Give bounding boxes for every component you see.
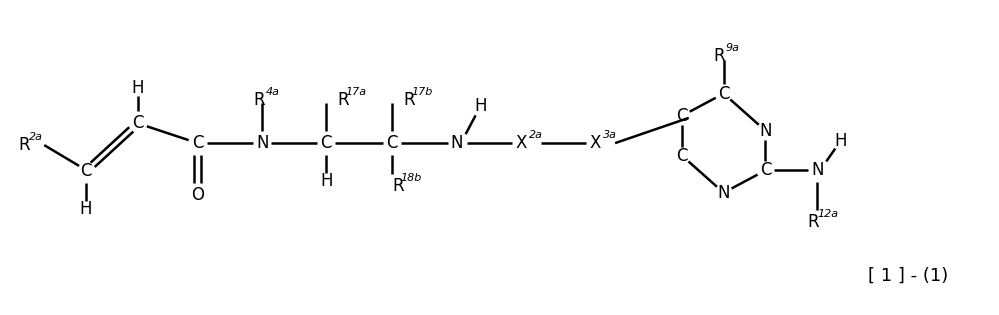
Text: C: C bbox=[718, 84, 729, 103]
Text: R: R bbox=[19, 136, 30, 154]
Text: H: H bbox=[320, 172, 333, 190]
Text: N: N bbox=[256, 134, 269, 152]
Text: X: X bbox=[515, 134, 527, 152]
Text: [ 1 ] - (1): [ 1 ] - (1) bbox=[868, 267, 948, 285]
Text: C: C bbox=[192, 134, 204, 152]
Text: C: C bbox=[676, 146, 687, 164]
Text: 17a: 17a bbox=[346, 87, 367, 97]
Text: N: N bbox=[717, 184, 730, 202]
Text: 2a: 2a bbox=[529, 130, 543, 140]
Text: 17b: 17b bbox=[412, 87, 433, 97]
Text: H: H bbox=[80, 199, 92, 218]
Text: 9a: 9a bbox=[725, 43, 739, 53]
Text: N: N bbox=[811, 161, 823, 179]
Text: N: N bbox=[451, 134, 463, 152]
Text: 2a: 2a bbox=[29, 132, 43, 142]
Text: R: R bbox=[338, 90, 349, 108]
Text: C: C bbox=[321, 134, 332, 152]
Text: C: C bbox=[387, 134, 398, 152]
Text: C: C bbox=[80, 162, 92, 180]
Text: N: N bbox=[759, 122, 772, 140]
Text: 4a: 4a bbox=[266, 87, 280, 97]
Text: R: R bbox=[392, 177, 404, 195]
Text: C: C bbox=[760, 161, 771, 179]
Text: R: R bbox=[714, 47, 725, 65]
Text: C: C bbox=[676, 107, 687, 125]
Text: O: O bbox=[191, 186, 204, 204]
Text: R: R bbox=[403, 90, 415, 108]
Text: C: C bbox=[132, 114, 144, 132]
Text: R: R bbox=[807, 213, 819, 231]
Text: X: X bbox=[589, 134, 600, 152]
Text: H: H bbox=[475, 97, 487, 116]
Text: H: H bbox=[834, 132, 846, 150]
Text: H: H bbox=[132, 79, 144, 97]
Text: R: R bbox=[254, 90, 265, 108]
Text: 18b: 18b bbox=[401, 173, 422, 183]
Text: 3a: 3a bbox=[603, 130, 617, 140]
Text: 12a: 12a bbox=[818, 209, 839, 219]
